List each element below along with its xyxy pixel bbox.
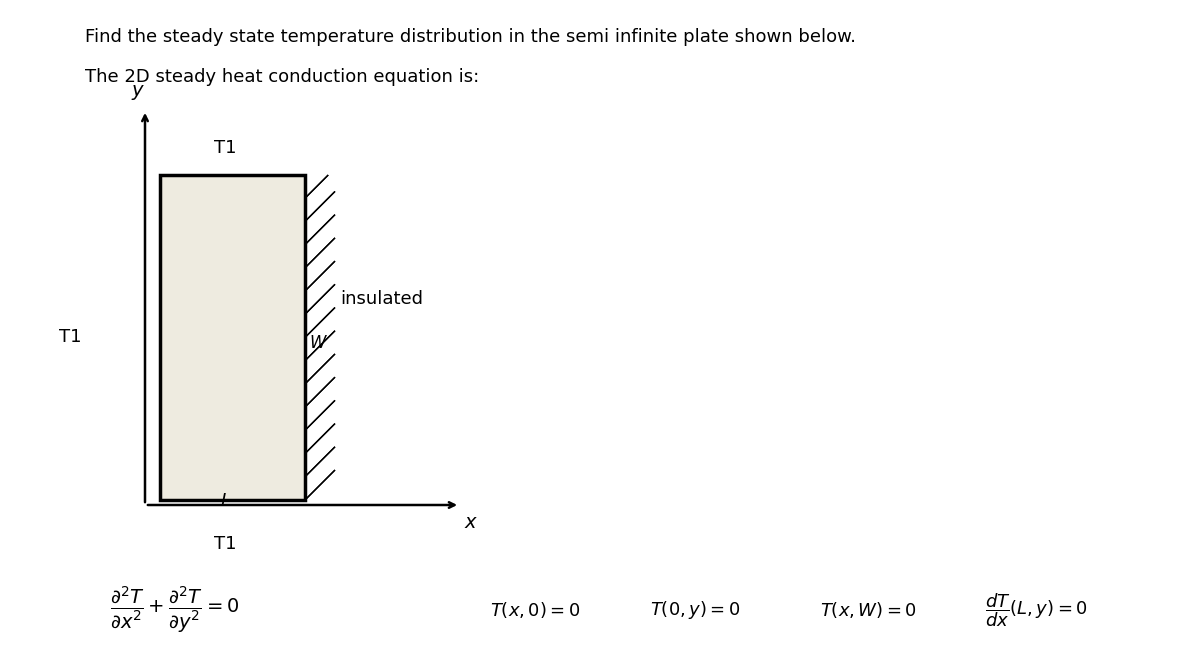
Text: T1: T1: [214, 139, 236, 157]
Text: Find the steady state temperature distribution in the semi infinite plate shown : Find the steady state temperature distri…: [85, 28, 856, 46]
Text: $\dfrac{\partial^2 T}{\partial x^2} + \dfrac{\partial^2 T}{\partial y^2} = 0$: $\dfrac{\partial^2 T}{\partial x^2} + \d…: [110, 585, 239, 635]
Text: The 2D steady heat conduction equation is:: The 2D steady heat conduction equation i…: [85, 68, 479, 86]
Text: $T(x, W) = 0$: $T(x, W) = 0$: [820, 600, 917, 620]
Text: T1: T1: [59, 329, 82, 346]
Text: insulated: insulated: [340, 290, 424, 307]
Text: T1: T1: [214, 535, 236, 553]
Text: L: L: [221, 492, 230, 510]
Text: $T(x, 0) = 0$: $T(x, 0) = 0$: [490, 600, 581, 620]
Text: $T(0, y) = 0$: $T(0, y) = 0$: [650, 599, 740, 621]
Text: x: x: [466, 513, 476, 532]
Text: y: y: [131, 81, 143, 100]
Text: W: W: [310, 333, 325, 352]
Bar: [160, 175, 305, 500]
Text: $\dfrac{dT}{dx}(L, y) = 0$: $\dfrac{dT}{dx}(L, y) = 0$: [985, 591, 1088, 629]
